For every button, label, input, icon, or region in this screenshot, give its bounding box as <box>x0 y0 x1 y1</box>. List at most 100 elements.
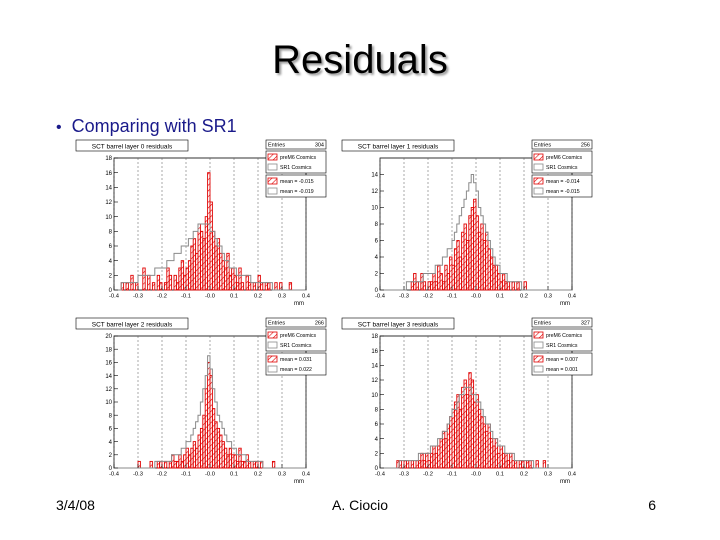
x-tick-label: 0.1 <box>496 472 504 478</box>
legend-label: mean = 0.022 <box>280 367 312 373</box>
legend-label: SR1 Cosmics <box>280 165 312 171</box>
x-tick-label: 0.3 <box>278 472 286 478</box>
legend-box-means <box>265 174 327 198</box>
preM6-bar <box>159 282 163 291</box>
legend-label: mean = -0.014 <box>546 179 580 185</box>
x-tick-label: -0.1 <box>447 294 457 300</box>
y-tick-label: 12 <box>371 378 378 384</box>
y-tick-label: 8 <box>375 408 379 414</box>
y-tick-label: 8 <box>109 413 113 419</box>
x-tick-label: 0.4 <box>302 472 311 478</box>
legend-swatch-gray <box>533 187 544 195</box>
entries-value: 266 <box>315 321 324 327</box>
chart-title-box <box>341 139 455 152</box>
histogram-panel-layer-1: SCT barrel layer 1 residuals 0 2 4 6 8 10 12 14 -… <box>340 138 596 308</box>
preM6-bar <box>151 282 156 291</box>
y-tick-label: 12 <box>371 189 378 195</box>
sr1-histogram-line <box>380 174 572 291</box>
footer-date: 3/4/08 <box>56 497 95 513</box>
y-tick-label: 6 <box>109 427 113 433</box>
y-tick-label: 8 <box>375 222 379 228</box>
y-tick-label: 4 <box>375 437 379 443</box>
preM6-bar <box>137 460 141 469</box>
x-tick-label: -0.0 <box>471 472 481 478</box>
stats-box <box>531 317 593 328</box>
entries-value: 327 <box>581 321 590 327</box>
legend-box-means <box>531 174 593 198</box>
legend-swatch-gray <box>533 163 544 171</box>
y-tick-label: 4 <box>109 440 113 446</box>
x-tick-label: -0.4 <box>109 472 120 478</box>
preM6-bar <box>511 281 515 291</box>
legend-label: preM6 Cosmics <box>546 155 582 161</box>
x-tick-label: -0.1 <box>447 472 457 478</box>
legend-label: preM6 Cosmics <box>546 333 582 339</box>
bullet-item: • Comparing with SR1 <box>56 116 237 137</box>
sr1-histogram-line <box>114 223 306 291</box>
y-tick-label: 16 <box>105 171 112 177</box>
preM6-bar <box>516 281 520 291</box>
x-tick-label: -0.4 <box>375 294 386 300</box>
y-tick-label: 2 <box>375 272 379 278</box>
x-tick-label: -0.4 <box>375 472 386 478</box>
x-tick-label: -0.2 <box>157 294 167 300</box>
y-tick-label: 18 <box>105 347 112 353</box>
bullet-dot-icon: • <box>56 119 62 136</box>
sr1-histogram-line <box>114 355 306 469</box>
preM6-bar <box>521 460 525 469</box>
legend-label: preM6 Cosmics <box>280 155 316 161</box>
y-tick-label: 6 <box>109 244 113 250</box>
y-tick-label: 10 <box>105 400 112 406</box>
y-tick-label: 16 <box>371 349 378 355</box>
y-tick-label: 14 <box>105 186 112 192</box>
x-tick-label: 0.1 <box>230 472 238 478</box>
x-tick-label: -0.1 <box>181 294 191 300</box>
y-tick-label: 18 <box>105 156 112 162</box>
y-tick-label: 14 <box>105 374 112 380</box>
legend-swatch-gray <box>533 341 544 349</box>
preM6-bar <box>513 460 518 469</box>
legend-label: preM6 Cosmics <box>280 333 316 339</box>
histogram-svg-layer-0: SCT barrel layer 0 residuals 0 2 4 6 8 10 12 14 1… <box>75 139 327 307</box>
y-tick-label: 2 <box>109 274 113 280</box>
x-tick-label: 0.2 <box>254 472 262 478</box>
stats-box <box>265 139 327 150</box>
legend-label: mean = -0.015 <box>546 189 580 195</box>
y-tick-label: 12 <box>105 387 112 393</box>
y-tick-label: 4 <box>375 255 379 261</box>
preM6-bar <box>163 460 168 469</box>
legend-box-means <box>265 352 327 376</box>
histogram-panel-layer-2: SCT barrel layer 2 residuals 0 2 4 6 8 10 12 14 1… <box>74 316 330 486</box>
preM6-bar <box>528 460 532 469</box>
legend-swatch-red <box>267 355 278 363</box>
y-tick-label: 6 <box>375 239 379 245</box>
legend-swatch-red <box>267 177 278 185</box>
legend-label: SR1 Cosmics <box>546 343 578 349</box>
y-tick-label: 6 <box>375 422 379 428</box>
x-tick-label: -0.0 <box>471 294 481 300</box>
chart-title: SCT barrel layer 3 residuals <box>358 322 439 329</box>
footer-author: A. Ciocio <box>331 497 389 513</box>
stats-box <box>531 139 593 150</box>
preM6-bar <box>523 281 527 291</box>
x-tick-label: 0.1 <box>230 294 238 300</box>
legend-label: mean = 0.031 <box>280 357 312 363</box>
legend-box-series <box>531 150 593 174</box>
preM6-bar <box>238 267 242 291</box>
y-tick-label: 12 <box>105 200 112 206</box>
x-axis-label: mm <box>560 301 570 307</box>
chart-title: SCT barrel layer 1 residuals <box>358 144 439 151</box>
preM6-bar <box>422 281 427 291</box>
x-tick-label: -0.1 <box>181 472 191 478</box>
x-tick-label: 0.2 <box>520 472 528 478</box>
x-tick-label: -0.4 <box>109 294 120 300</box>
legend-box-series <box>265 150 327 174</box>
y-tick-label: 10 <box>371 206 378 212</box>
legend-swatch-gray <box>267 187 278 195</box>
histogram-panel-layer-3: SCT barrel layer 3 residuals 0 2 4 6 8 10 12 14 1… <box>340 316 596 486</box>
preM6-bar <box>247 460 252 469</box>
chart-title-box <box>75 317 189 330</box>
y-tick-label: 14 <box>371 364 378 370</box>
legend-label: mean = 0.001 <box>546 367 578 373</box>
preM6-bar <box>255 460 259 469</box>
